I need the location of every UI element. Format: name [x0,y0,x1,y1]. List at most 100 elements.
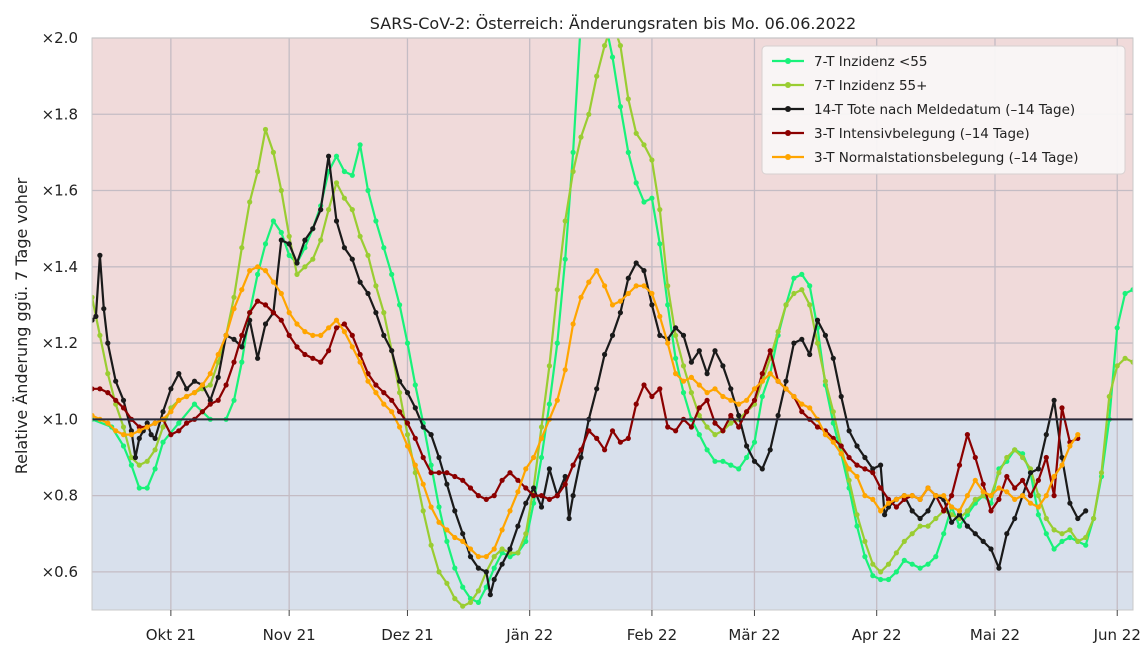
series-0-point [1114,325,1120,331]
series-2-point [546,466,553,472]
series-1-point [120,424,127,430]
series-4-point [736,401,742,407]
series-0-point [885,576,892,583]
series-1-point [262,126,269,133]
series-2-point [101,306,107,312]
series-0-point [799,271,805,277]
series-4-point [570,321,576,327]
series-0-point [657,241,663,247]
series-4-point [1059,462,1065,468]
series-2-point [1035,466,1041,472]
x-tick-label: Mär 22 [728,626,780,644]
series-0-point [428,462,434,468]
series-2-point [775,412,781,419]
series-1-point [901,538,907,545]
series-3-point [617,439,624,445]
series-3-point [92,386,95,392]
series-3-point [594,435,600,441]
series-1-point [1098,470,1105,476]
series-1-point [286,233,292,239]
series-0-point [1083,542,1089,548]
legend-entry-4: 3-T Normalstationsbelegung (–14 Tage) [772,150,1078,166]
series-4-point [846,466,852,472]
series-4-point [996,485,1002,491]
legend-entry-3: 3-T Intensivbelegung (–14 Tage) [772,126,1030,142]
series-0-point [128,462,134,468]
series-2-point [531,485,537,491]
series-3-point [767,348,773,354]
series-0-point [404,340,411,346]
series-1-point [814,340,821,346]
plot-frame [91,37,1134,611]
series-4-point [223,332,229,338]
series-3-point [475,493,481,499]
series-3-point [744,409,750,415]
series-4-point [444,527,450,533]
series-3-point [1020,477,1026,483]
series-2-point [444,481,450,487]
series-0-point [412,382,418,388]
series-3-point [168,432,174,438]
series-1-point [247,199,253,205]
series-1-point [152,447,158,453]
series-2-point [1083,508,1089,514]
legend-label-2: 14-T Tote nach Meldedatum (–14 Tage) [814,102,1075,118]
series-4-point [270,279,276,285]
series-0-point [956,523,963,529]
series-3-point [956,462,963,468]
series-1-point [625,96,631,102]
series-2-point [609,332,616,338]
series-3-point [751,397,758,403]
series-2-point [736,412,742,419]
series-4-point [641,283,647,289]
series-0-point [617,104,624,110]
series-0-point [720,458,726,464]
series-1-point [333,180,340,186]
series-1-point [404,432,411,438]
series-4-point [578,294,584,300]
series-4-point [554,397,560,403]
series-3-point [972,454,978,461]
series-4-point [1067,443,1073,449]
series-2-point [1059,454,1065,461]
series-3-point [546,496,553,502]
series-2-point [562,473,568,480]
series-2-point [262,321,269,327]
series-0-point [389,271,395,277]
series-0-point [712,458,718,464]
series-2-point [602,351,608,358]
series-3-point [665,424,671,430]
series-1-point [1091,515,1097,522]
series-2-point [191,378,198,384]
series-4-point [341,329,347,335]
series-3-point [215,397,221,403]
series-3-point [586,428,592,434]
series-4-point [255,264,261,270]
series-1-point [688,390,695,396]
series-1-point [554,287,560,293]
series-4-point [688,374,695,380]
series-2-point [467,554,474,560]
legend-entry-0: 7-T Inzidenz <55 [772,54,927,70]
series-4-point [1035,504,1041,510]
series-3-point [1027,493,1034,499]
series-4-point [105,420,111,426]
series-4-point [531,454,537,461]
series-2-point [412,405,418,411]
series-4-point [838,451,844,457]
series-4-point [1043,493,1049,499]
series-2-point [956,512,963,518]
series-3-point [373,382,379,388]
series-1-point [491,554,497,560]
series-1-point [1106,393,1112,400]
series-2-point [799,336,805,342]
series-3-point [814,424,821,430]
series-0-point [728,462,734,468]
series-2-point [105,340,111,346]
series-1-point [933,515,939,522]
series-1-point [964,508,971,514]
series-3-point [736,424,742,430]
series-4-point [1075,432,1081,438]
series-1-point [255,168,261,175]
series-2-point [148,432,154,438]
